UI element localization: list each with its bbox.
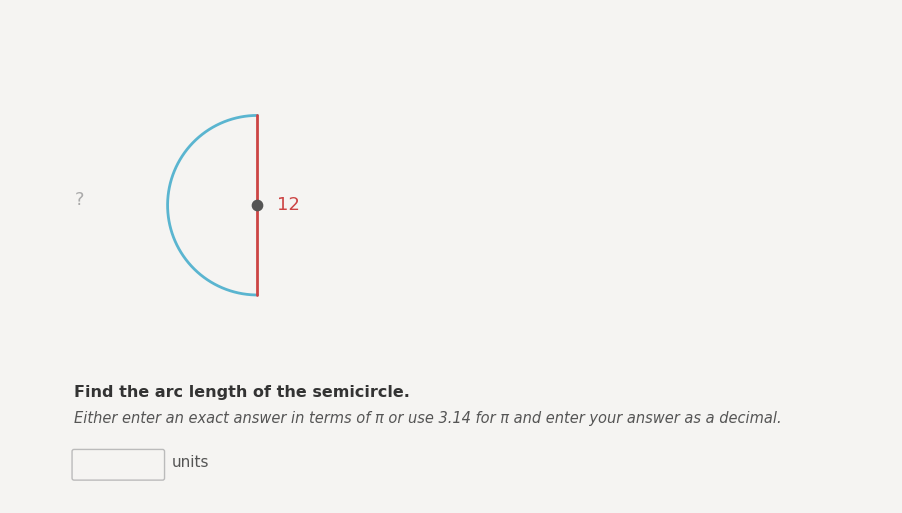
Text: Either enter an exact answer in terms of π or use 3.14 for π and enter your answ: Either enter an exact answer in terms of… [74,410,781,426]
Text: 12: 12 [277,196,299,214]
FancyBboxPatch shape [72,449,164,480]
Point [250,201,264,209]
Text: Find the arc length of the semicircle.: Find the arc length of the semicircle. [74,385,410,400]
Text: ?: ? [75,191,84,209]
Text: units: units [171,455,209,470]
